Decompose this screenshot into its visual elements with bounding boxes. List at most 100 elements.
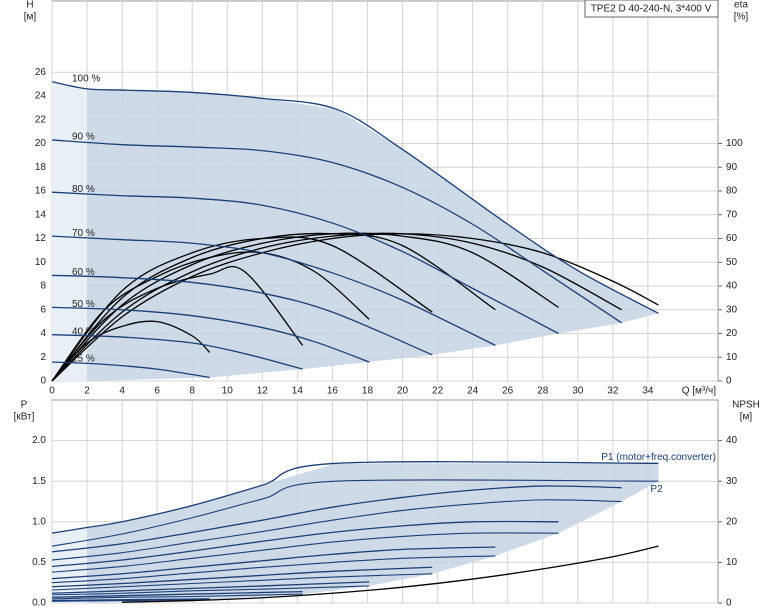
x-tick-label: 32 [607,386,619,397]
speed-curve [51,334,303,370]
eta-curve [51,232,622,382]
eta-curve [51,236,433,382]
x-tick-label: 10 [222,386,234,397]
eta-curve [51,320,211,382]
power-curve [51,485,622,553]
y2-tick-label: 10 [726,557,738,568]
y-tick-label: 12 [35,233,47,244]
speed-curve [51,306,370,363]
power-curve [51,590,303,598]
y2-tick-label: 20 [726,516,738,527]
y-tick-label: 2 [40,352,46,363]
y2-tick-label: 90 [726,162,738,173]
y-tick-label: 0 [40,376,46,387]
x-tick-label: 20 [397,386,409,397]
eta-curve [51,233,659,382]
power-curve [51,461,659,534]
speed-label: 40 % [72,326,95,337]
plot-layer: 0 2 4 6 8 10 12 14 16 18 20 22 24 26 28 30 32 34024681012… [32,1,743,609]
y-axis-label: H [26,0,33,11]
x-tick-label: 34 [642,386,654,397]
y2-tick-label: 20 [726,328,738,339]
speed-curve [51,191,559,335]
y-tick-label: 8 [40,281,46,292]
speed-curve [51,361,210,379]
x-tick-label: 6 [154,386,160,397]
power-curve [51,585,370,596]
x-tick-label: 28 [537,386,549,397]
speed-curve [51,274,433,356]
speed-curve [51,81,659,314]
speed-label: 60 % [72,267,95,278]
y-tick-label: 4 [40,328,46,339]
y-tick-label: 0.0 [32,598,46,609]
y2-tick-label: 60 [726,233,738,244]
speed-label: 50 % [72,299,95,310]
y2-tick-label: 100 [726,138,743,149]
annotation: P2 [650,484,663,495]
power-curve [51,520,559,568]
power-curve [51,599,210,602]
y2-tick-label: 70 [726,209,738,220]
y-tick-label: 14 [35,209,47,220]
x-tick-label: 8 [189,386,195,397]
x-tick-label: 12 [257,386,269,397]
speed-curve [51,235,496,346]
y-tick-label: 22 [35,114,47,125]
y2-tick-label: 50 [726,257,738,268]
eta-curve [51,251,370,382]
y2-tick-label: 30 [726,304,738,315]
power-curve [51,566,433,588]
x-tick-label: 24 [467,386,479,397]
p-axis-label: P [21,400,28,411]
speed-label: 70 % [72,228,95,239]
power-curve [51,555,496,584]
x-tick-label: 4 [119,386,125,397]
x-tick-label: 2 [84,386,90,397]
speed-label: 90 % [72,132,95,143]
y-tick-label: 26 [35,67,47,78]
speed-curve [51,139,622,324]
x-tick-label: 14 [292,386,304,397]
x-tick-label: 30 [572,386,584,397]
model-box [584,0,719,18]
y-axis-unit: [м] [24,12,37,23]
power-curve [51,593,303,600]
x-tick-label: 22 [432,386,444,397]
annotation: P1 (motor+freq.converter) [601,452,716,463]
y2-tick-label: 10 [726,352,738,363]
x-tick-label: 18 [362,386,374,397]
y2-tick-label: 0 [726,376,732,387]
power-curve [51,499,622,561]
y-tick-label: 24 [35,91,47,102]
power-curve [51,581,370,594]
x-tick-label: 0 [49,386,55,397]
y2-axis-label: eta [734,0,748,11]
y-tick-label: 10 [35,257,47,268]
y2-tick-label: 40 [726,435,738,446]
speed-label: 100 % [72,73,100,84]
light-area [52,81,88,381]
y-tick-label: 2.0 [32,435,46,446]
power-curve [51,479,659,547]
power-curve [51,598,210,602]
y-tick-label: 1.5 [32,476,46,487]
power-curve [51,573,433,591]
y-tick-label: 20 [35,138,47,149]
y-tick-label: 18 [35,162,47,173]
y-tick-label: 0.5 [32,557,46,568]
model-title: TPE2 D 40-240-N, 3*400 V [591,4,712,15]
eta-curve [51,265,304,382]
y2-tick-label: 30 [726,476,738,487]
y-tick-label: 6 [40,304,46,315]
y2-tick-label: 40 [726,281,738,292]
npsh-axis-unit: [м] [740,412,753,423]
power-curve [51,546,496,580]
operating-area [87,463,659,603]
p-axis-unit: [кВт] [14,412,35,423]
x-tick-label: 26 [502,386,514,397]
npsh-axis-label: NPSH [732,400,760,411]
y2-tick-label: 0 [726,598,732,609]
y2-tick-label: 80 [726,186,738,197]
